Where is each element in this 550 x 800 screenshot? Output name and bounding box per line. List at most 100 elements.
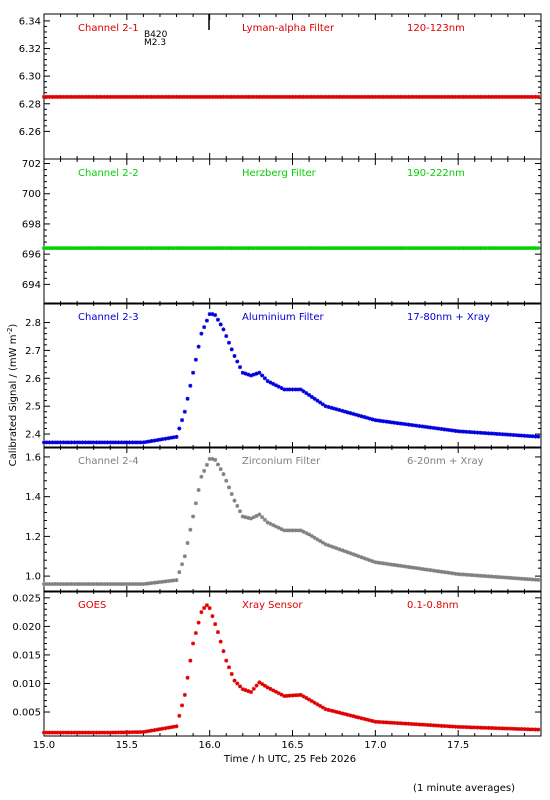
- data-point: [483, 574, 488, 579]
- data-point: [458, 246, 463, 251]
- data-point: [127, 246, 132, 251]
- data-point: [130, 730, 135, 735]
- data-point: [447, 570, 452, 575]
- data-point: [417, 94, 422, 99]
- data-point: [439, 427, 444, 432]
- data-point: [94, 582, 99, 587]
- data-point: [66, 94, 71, 99]
- data-point: [290, 94, 295, 99]
- data-point: [138, 246, 143, 251]
- data-point: [204, 318, 209, 323]
- data-point: [533, 246, 538, 251]
- data-point: [215, 246, 220, 251]
- data-point: [450, 428, 455, 433]
- data-point: [44, 246, 49, 251]
- data-point: [334, 246, 339, 251]
- data-point: [152, 728, 157, 733]
- data-point: [279, 94, 284, 99]
- data-point: [472, 246, 477, 251]
- data-point: [304, 531, 309, 536]
- data-point: [376, 418, 381, 423]
- data-point: [271, 688, 276, 693]
- panel-4: 1.0 1.2 1.4 1.6 Channel 2-4 Zirconium Filter 6…: [25, 446, 542, 593]
- data-point: [373, 94, 378, 99]
- data-point: [464, 94, 469, 99]
- data-point: [318, 703, 323, 708]
- data-point: [505, 432, 510, 437]
- data-point: [144, 729, 149, 734]
- flare-class-value: M2.3: [144, 38, 166, 48]
- data-point: [320, 246, 325, 251]
- data-point: [475, 246, 480, 251]
- data-point: [235, 681, 240, 686]
- data-point: [337, 547, 342, 552]
- data-point: [99, 246, 104, 251]
- data-point: [318, 94, 323, 99]
- data-point: [445, 427, 450, 432]
- data-point: [47, 246, 52, 251]
- data-point: [398, 246, 403, 251]
- data-point: [218, 94, 223, 99]
- data-point: [348, 551, 353, 556]
- data-point: [489, 431, 494, 436]
- data-point: [376, 719, 381, 724]
- data-point: [494, 726, 499, 731]
- data-point: [171, 246, 176, 251]
- data-point: [144, 439, 149, 444]
- data-point: [268, 686, 273, 691]
- data-point: [182, 692, 187, 697]
- data-point: [345, 246, 350, 251]
- data-point: [238, 365, 243, 370]
- data-point: [500, 246, 505, 251]
- data-point: [160, 437, 165, 442]
- chart-panels: 6.26 6.28 6.30 6.32 6.34 Channel 2-1 Lyman-alp…: [12, 13, 542, 737]
- data-point: [64, 246, 69, 251]
- data-point: [80, 440, 85, 445]
- data-point: [293, 94, 298, 99]
- data-point: [475, 430, 480, 435]
- data-point: [58, 440, 63, 445]
- data-point: [376, 560, 381, 565]
- data-point: [296, 528, 301, 533]
- data-point: [75, 246, 80, 251]
- y-tick-label: 1.2: [25, 532, 41, 543]
- data-point: [42, 440, 46, 445]
- data-point: [464, 246, 469, 251]
- data-point: [378, 418, 383, 423]
- data-point: [271, 523, 276, 528]
- data-point: [188, 527, 193, 532]
- data-point: [163, 579, 168, 584]
- data-point: [331, 94, 336, 99]
- data-point: [409, 422, 414, 427]
- data-point: [138, 440, 143, 445]
- data-point: [486, 574, 491, 579]
- data-point: [102, 730, 107, 735]
- data-point: [456, 572, 461, 577]
- data-point: [119, 246, 124, 251]
- data-point: [423, 424, 428, 429]
- data-point: [246, 94, 251, 99]
- data-point: [326, 543, 331, 548]
- data-point: [323, 542, 328, 547]
- data-point: [50, 440, 55, 445]
- data-point: [226, 665, 231, 670]
- data-point: [144, 246, 149, 251]
- data-point: [356, 554, 361, 559]
- data-point: [296, 693, 301, 698]
- data-point: [326, 707, 331, 712]
- data-point: [406, 564, 411, 569]
- data-point: [257, 680, 262, 685]
- data-point: [342, 246, 347, 251]
- data-point: [301, 529, 306, 534]
- data-point: [354, 714, 359, 719]
- data-point: [287, 693, 292, 698]
- data-point: [525, 577, 530, 582]
- data-point: [182, 554, 187, 559]
- data-point: [492, 431, 497, 436]
- data-point: [149, 581, 154, 586]
- data-point: [312, 246, 317, 251]
- data-point: [163, 726, 168, 731]
- data-point: [213, 622, 218, 627]
- data-point: [456, 429, 461, 434]
- data-point: [113, 94, 118, 99]
